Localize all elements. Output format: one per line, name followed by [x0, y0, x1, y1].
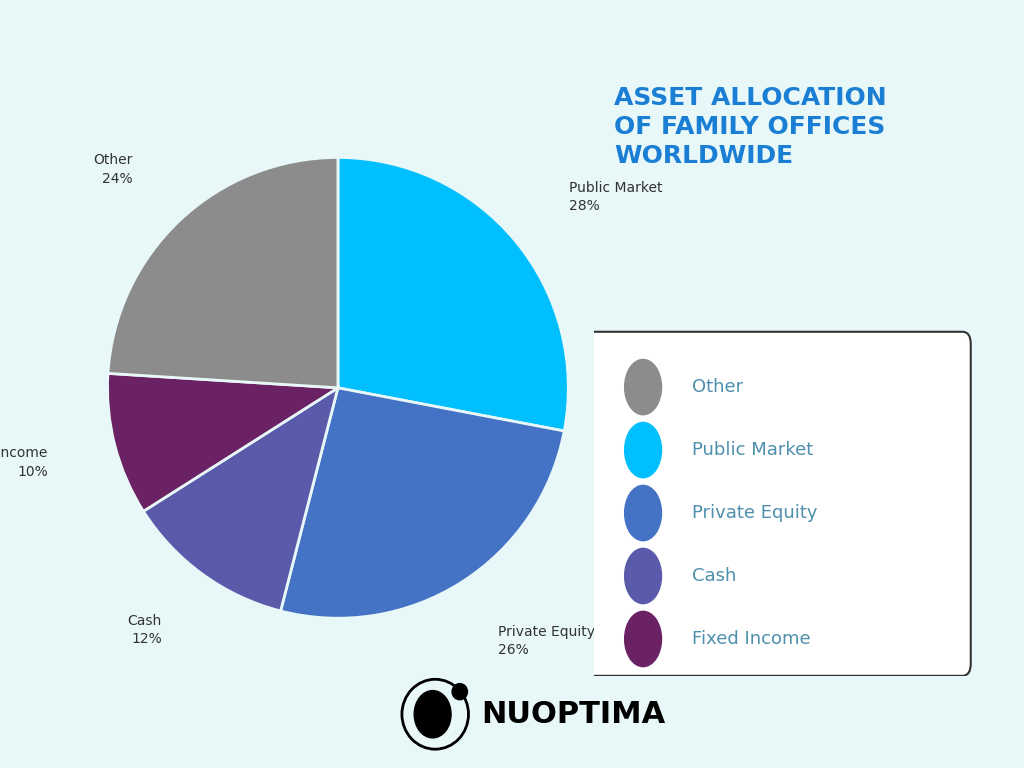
Wedge shape: [143, 388, 338, 611]
Text: Other: Other: [692, 378, 743, 396]
Circle shape: [625, 485, 662, 541]
Wedge shape: [338, 157, 568, 431]
Text: Fixed Income
10%: Fixed Income 10%: [0, 446, 48, 478]
FancyBboxPatch shape: [586, 332, 971, 676]
Text: Public Market: Public Market: [692, 441, 813, 459]
Wedge shape: [108, 373, 338, 511]
Circle shape: [453, 684, 467, 700]
Text: Fixed Income: Fixed Income: [692, 630, 811, 648]
Circle shape: [625, 359, 662, 415]
Circle shape: [625, 611, 662, 667]
Wedge shape: [108, 157, 338, 388]
Text: Cash: Cash: [692, 567, 736, 585]
Wedge shape: [281, 388, 564, 618]
Text: Private Equity: Private Equity: [692, 504, 818, 522]
Text: NUOPTIMA: NUOPTIMA: [481, 700, 666, 729]
Text: Private Equity
26%: Private Equity 26%: [499, 624, 595, 657]
Ellipse shape: [414, 690, 451, 738]
Text: Public Market
28%: Public Market 28%: [568, 180, 663, 213]
Text: ASSET ALLOCATION
OF FAMILY OFFICES
WORLDWIDE: ASSET ALLOCATION OF FAMILY OFFICES WORLD…: [614, 86, 887, 167]
Circle shape: [625, 548, 662, 604]
Text: Cash
12%: Cash 12%: [128, 614, 162, 647]
Text: Other
24%: Other 24%: [93, 154, 133, 186]
Circle shape: [625, 422, 662, 478]
